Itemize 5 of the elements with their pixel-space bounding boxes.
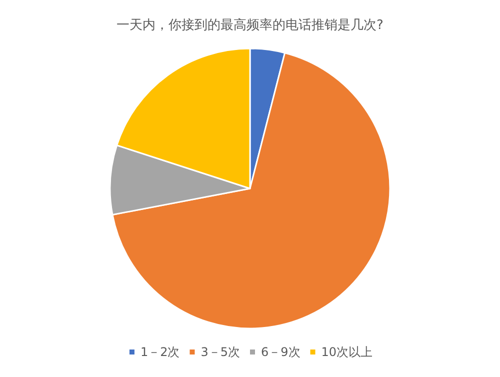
legend-label: 6－9次 xyxy=(261,345,300,359)
legend-label: 1－2次 xyxy=(140,345,180,359)
legend-label: 10次以上 xyxy=(321,345,373,359)
legend-label: 3－5次 xyxy=(200,345,240,359)
chart-title: 一天内，你接到的最高频率的电话推销是几次? xyxy=(116,17,384,33)
